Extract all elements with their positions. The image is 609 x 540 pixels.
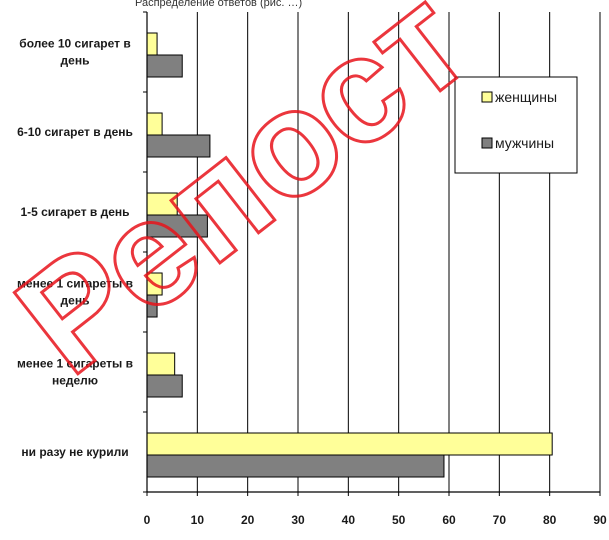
x-tick-label-80: 80 xyxy=(543,513,557,527)
category-label-line: неделю xyxy=(52,374,98,388)
legend-swatch-мужчины xyxy=(481,137,493,149)
legend-label-женщины: женщины xyxy=(495,89,557,105)
x-tick-label-40: 40 xyxy=(342,513,356,527)
bar-женщины-1 xyxy=(146,112,163,136)
legend-box xyxy=(454,76,578,174)
category-label-line: ни разу не курили xyxy=(21,445,128,459)
axes-group xyxy=(143,11,601,496)
bar-мужчины-4 xyxy=(146,374,183,398)
x-tick-label-30: 30 xyxy=(291,513,305,527)
category-label-1: 6-10 сигарет в день xyxy=(17,125,133,139)
x-tick-label-50: 50 xyxy=(392,513,406,527)
bar-мужчины-0 xyxy=(146,54,183,78)
x-tick-label-60: 60 xyxy=(442,513,456,527)
legend-swatch-женщины xyxy=(481,91,493,103)
bar-женщины-5 xyxy=(146,432,553,456)
bar-женщины-0 xyxy=(146,32,158,56)
category-labels: более 10 сигарет в день 6-10 сигарет в ден… xyxy=(17,37,133,460)
category-label-3: менее 1 сигареты в день xyxy=(17,277,133,308)
category-label-line: более 10 сигарет в xyxy=(19,37,130,51)
category-label-line: день xyxy=(61,54,90,68)
category-label-line: менее 1 сигареты в xyxy=(17,277,133,291)
x-tick-label-0: 0 xyxy=(144,513,151,527)
category-label-line: 1-5 сигарет в день xyxy=(20,205,129,219)
legend-label-мужчины: мужчины xyxy=(495,135,554,151)
top-banner-text: Распределение ответов (рис. …) xyxy=(135,0,302,9)
x-tick-labels: 0 10 20 30 40 50 60 70 80 90 xyxy=(144,513,607,527)
x-tick-label-70: 70 xyxy=(493,513,507,527)
x-tick-label-10: 10 xyxy=(191,513,205,527)
category-label-line: 6-10 сигарет в день xyxy=(17,125,133,139)
legend: женщины мужчины xyxy=(454,76,578,174)
bars-group xyxy=(146,32,553,478)
bar-мужчины-5 xyxy=(146,454,445,478)
x-tick-label-90: 90 xyxy=(593,513,607,527)
category-label-0: более 10 сигарет в день xyxy=(19,37,130,68)
x-tick-label-20: 20 xyxy=(241,513,255,527)
category-label-line: день xyxy=(61,294,90,308)
category-label-5: ни разу не курили xyxy=(21,445,128,459)
category-label-2: 1-5 сигарет в день xyxy=(20,205,129,219)
category-label-line: менее 1 сигареты в xyxy=(17,357,133,371)
category-label-4: менее 1 сигареты в неделю xyxy=(17,357,133,388)
